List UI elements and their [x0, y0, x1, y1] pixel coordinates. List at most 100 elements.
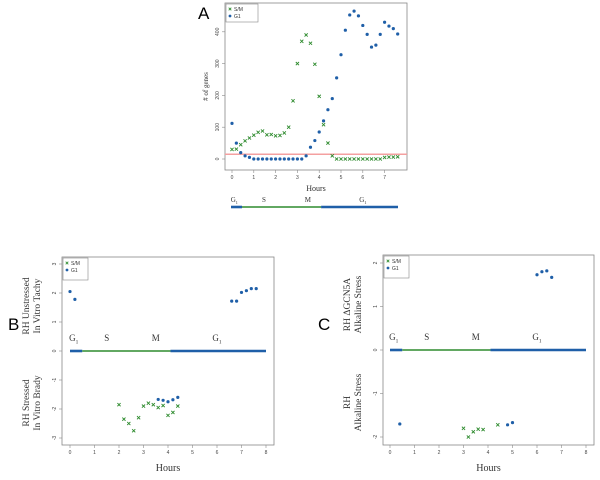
g1-point: [398, 422, 402, 426]
g1-point: [383, 20, 387, 24]
x-tick-label: 0: [389, 450, 392, 456]
y-tick-label: 1: [52, 320, 58, 323]
sm-point: [312, 62, 317, 67]
sm-point: [360, 157, 365, 161]
phase-label: G1: [212, 333, 222, 345]
g1-point: [254, 287, 258, 291]
legend-g1-marker: [386, 266, 390, 270]
sm-point: [326, 141, 330, 146]
sm-point: [481, 427, 486, 432]
g1-point: [244, 289, 248, 293]
sm-point: [369, 157, 374, 161]
sm-point: [170, 410, 175, 415]
legend-sm-marker: [65, 261, 69, 265]
g1-point: [247, 155, 252, 160]
y-axis-label-lower: Alkaline Stress: [354, 373, 364, 431]
phase-label: M: [152, 333, 160, 343]
sm-point: [247, 136, 252, 140]
x-tick-label: 6: [536, 450, 539, 456]
sm-point: [146, 401, 151, 406]
y-axis-label-lower: RH Stressed: [22, 379, 32, 426]
x-tick-label: 3: [142, 450, 145, 456]
g1-point: [387, 24, 391, 28]
y-axis-label-upper: RH Unstressed: [22, 277, 32, 335]
sm-point: [121, 417, 126, 422]
g1-point: [171, 398, 175, 402]
x-tick-label: 4: [167, 450, 170, 456]
y-axis-label-upper: Alkaline Stress: [354, 275, 364, 333]
y-tick-label: 200: [215, 91, 221, 100]
g1-point: [252, 157, 256, 161]
x-tick-label: 3: [296, 175, 299, 181]
y-tick-label: 2: [373, 261, 379, 264]
x-tick-label: 6: [361, 175, 364, 181]
g1-point: [335, 76, 339, 80]
g1-point: [249, 287, 253, 291]
g1-point: [506, 423, 510, 427]
sm-point: [334, 157, 339, 161]
g1-point: [321, 119, 326, 123]
g1-point: [510, 421, 515, 425]
sm-point: [126, 421, 131, 426]
sm-point: [321, 122, 326, 127]
sm-point: [282, 131, 287, 135]
g1-point: [356, 14, 361, 18]
phase-label: M: [472, 332, 480, 342]
g1-point: [369, 45, 374, 49]
sm-point: [299, 39, 304, 44]
panel-letter: B: [8, 315, 19, 334]
x-axis-label: Hours: [476, 463, 501, 474]
y-tick-label: 2: [52, 291, 58, 294]
y-tick-label: 400: [215, 27, 221, 36]
x-tick-label: 5: [511, 450, 514, 456]
sm-point: [286, 125, 291, 130]
g1-point: [176, 395, 180, 399]
x-axis-label: Hours: [306, 184, 326, 193]
g1-point: [300, 157, 304, 161]
sm-point: [365, 157, 370, 161]
phase-label: G1: [231, 196, 238, 205]
phase-label: M: [305, 196, 312, 204]
legend: S/MG1: [383, 255, 410, 279]
g1-point: [260, 157, 265, 161]
y-axis-label-lower: In Vitro Brady: [33, 375, 43, 430]
sm-point: [304, 33, 309, 37]
y-tick-label: -2: [373, 435, 379, 440]
g1-point: [161, 398, 165, 402]
phase-label: S: [104, 333, 109, 343]
x-tick-label: 0: [231, 175, 234, 181]
g1-point: [265, 157, 269, 161]
g1-point: [295, 157, 299, 161]
y-tick-label: 0: [215, 157, 221, 160]
sm-point: [156, 405, 161, 410]
plot-frame: [224, 2, 408, 171]
panel-letter: A: [198, 4, 210, 23]
sm-point: [347, 157, 352, 161]
sm-point: [391, 155, 396, 160]
g1-point: [343, 28, 347, 32]
legend-sm-marker: [386, 259, 390, 263]
y-axis-label-upper: In Vitro Tachy: [33, 278, 43, 333]
g1-point: [156, 397, 160, 402]
sm-point: [387, 155, 391, 160]
g1-point: [374, 43, 378, 47]
phase-label: G1: [69, 333, 79, 345]
g1-point: [396, 32, 400, 36]
y-tick-label: 1: [373, 305, 379, 308]
legend-box: [62, 257, 89, 281]
x-tick-label: 6: [216, 450, 219, 456]
g1-point: [540, 270, 544, 274]
g1-point: [239, 290, 244, 295]
sm-point: [471, 429, 476, 434]
legend-g1-marker: [65, 268, 69, 272]
sm-point: [251, 133, 256, 138]
panel-letter: C: [318, 315, 330, 334]
g1-point: [365, 32, 369, 36]
y-tick-label: -2: [52, 407, 58, 412]
g1-point: [545, 269, 549, 273]
g1-point: [308, 145, 313, 149]
sm-point: [269, 132, 274, 137]
